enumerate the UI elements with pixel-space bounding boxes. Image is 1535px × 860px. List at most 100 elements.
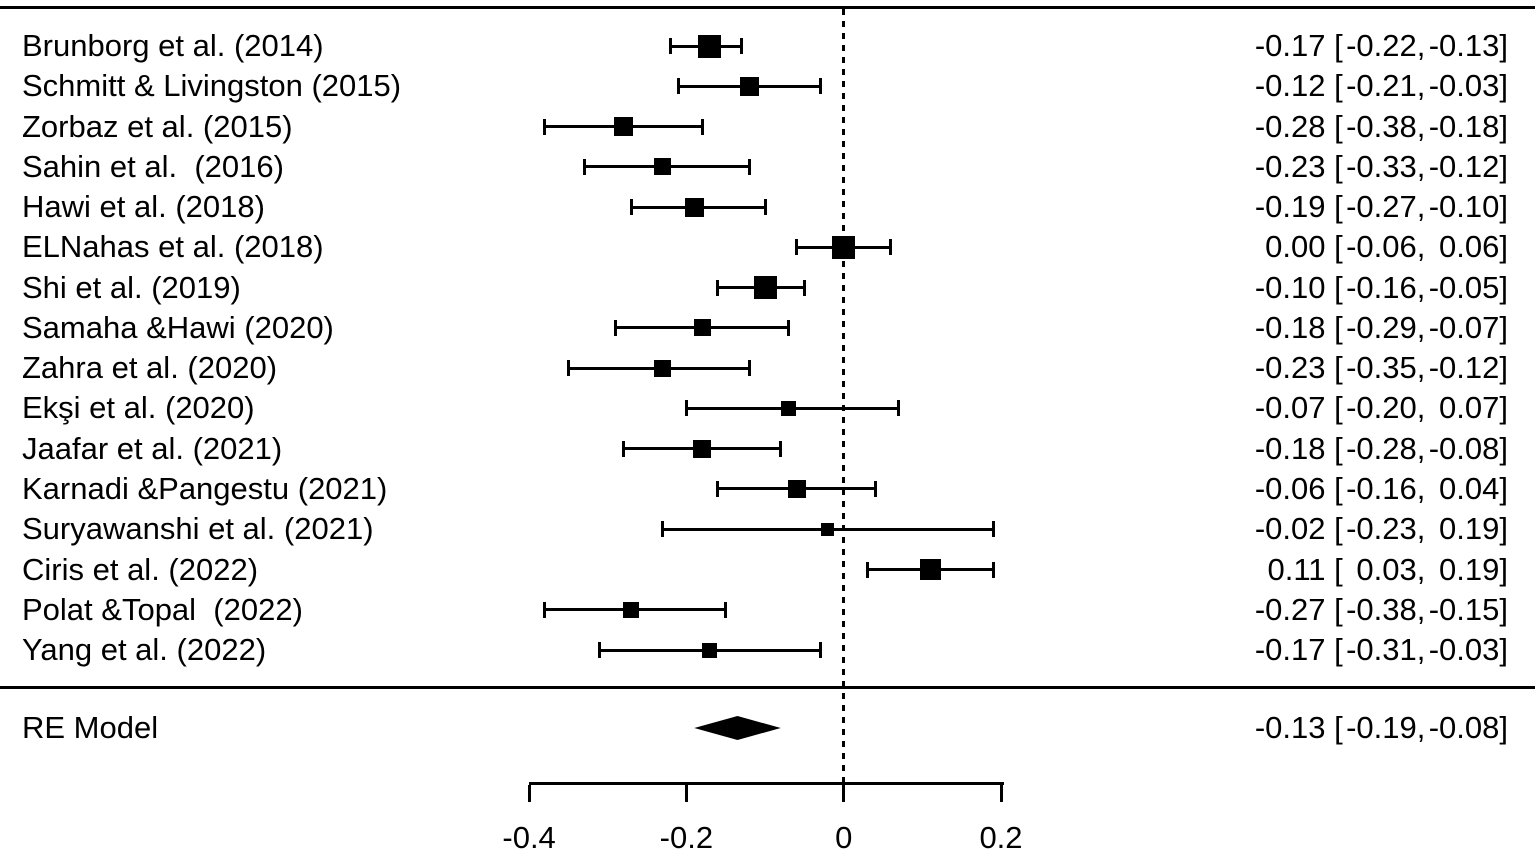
comma-separator: , [1416, 309, 1426, 345]
bracket-close: ] [1499, 108, 1508, 144]
study-label: Suryawanshi et al. (2021) [22, 511, 374, 547]
ci-cap-right [802, 279, 806, 296]
study-value: -0.10 [-0.16, -0.05] [1252, 269, 1508, 305]
effect-estimate: -0.17 [1254, 632, 1326, 667]
comma-separator: , [1416, 470, 1426, 506]
bracket-open: [ [1325, 269, 1343, 305]
ci-cap-right [818, 642, 822, 659]
ci-lower: -0.29 [1346, 309, 1417, 345]
study-label: Zahra et al. (2020) [22, 350, 278, 386]
effect-square [684, 197, 704, 217]
ci-cap-left [621, 440, 625, 457]
effect-estimate: -0.19 [1254, 189, 1326, 225]
ci-cap-left [716, 279, 720, 296]
bracket-close: ] [1499, 27, 1508, 63]
effect-estimate: -0.23 [1254, 350, 1326, 386]
ci-cap-left [629, 199, 633, 216]
ci-lower: -0.23 [1346, 511, 1417, 547]
bracket-close: ] [1499, 551, 1508, 587]
study-value: -0.23 [-0.35, -0.12] [1252, 351, 1508, 385]
ci-cap-right [787, 319, 791, 336]
ci-cap-left [677, 78, 681, 95]
bracket-open: [ [1325, 551, 1343, 587]
bracket-open: [ [1325, 430, 1343, 466]
ci-lower: 0.03 [1356, 551, 1417, 587]
ci-upper: -0.13 [1428, 27, 1500, 63]
summary-value: -0.13 [-0.19, -0.08] [1252, 709, 1508, 745]
study-label: Yang et al. (2022) [22, 632, 267, 667]
ci-cap-right [763, 199, 767, 216]
bracket-close: ] [1499, 470, 1508, 506]
ci-lower: -0.38 [1346, 108, 1417, 144]
study-value: 0.00 [-0.06, 0.06] [1252, 230, 1508, 264]
bracket-open: [ [1325, 68, 1343, 104]
ci-upper: -0.08 [1428, 430, 1500, 466]
bracket-open: [ [1325, 709, 1343, 745]
comma-separator: , [1416, 189, 1426, 225]
study-value: -0.12 [-0.21, -0.03] [1252, 69, 1508, 103]
effect-square [781, 400, 797, 416]
bracket-open: [ [1325, 189, 1343, 225]
ci-upper: 0.07 [1439, 390, 1500, 426]
bracket-close: ] [1499, 390, 1508, 426]
study-value: -0.27 [-0.38, -0.15] [1252, 591, 1508, 627]
ci-cap-left [661, 521, 665, 538]
study-label: Karnadi &Pangestu (2021) [22, 470, 388, 506]
bracket-close: ] [1499, 709, 1508, 745]
ci-cap-left [543, 118, 547, 135]
study-value: -0.17 [-0.31, -0.03] [1252, 632, 1508, 667]
ci-lower: -0.28 [1346, 430, 1417, 466]
ci-cap-left [865, 561, 869, 578]
study-value: -0.18 [-0.28, -0.08] [1252, 430, 1508, 466]
effect-square [787, 479, 806, 498]
ci-lower: -0.16 [1346, 269, 1417, 305]
effect-square [753, 276, 777, 300]
bracket-close: ] [1499, 269, 1508, 305]
ci-upper: -0.03 [1428, 68, 1500, 104]
ci-lower: -0.38 [1346, 591, 1417, 627]
ci-cap-right [889, 239, 893, 256]
effect-estimate: 0.00 [1265, 229, 1326, 265]
study-value: -0.17 [-0.22, -0.13] [1252, 27, 1508, 63]
ci-cap-left [582, 158, 586, 175]
study-value: -0.02 [-0.23, 0.19] [1252, 512, 1508, 546]
ci-lower: -0.20 [1346, 390, 1417, 426]
zero-reference-line [842, 9, 846, 782]
x-tick-label: 0 [835, 820, 853, 855]
ci-cap-left [614, 319, 618, 336]
comma-separator: , [1416, 511, 1426, 547]
study-value: -0.19 [-0.27, -0.10] [1252, 189, 1508, 225]
ci-cap-right [818, 78, 822, 95]
study-label: Ciris et al. (2022) [22, 551, 259, 587]
comma-separator: , [1416, 148, 1426, 184]
study-value: -0.07 [-0.20, 0.07] [1252, 391, 1508, 425]
ci-lower: -0.33 [1346, 148, 1417, 184]
x-tick-label: 0.2 [979, 820, 1023, 855]
study-value: 0.11 [0.03, 0.19] [1252, 552, 1508, 586]
effect-square [698, 34, 722, 58]
bracket-open: [ [1325, 470, 1343, 506]
effect-estimate: -0.07 [1254, 390, 1326, 426]
effect-estimate: -0.28 [1254, 108, 1326, 144]
study-label: Ekşi et al. (2020) [22, 390, 255, 426]
ci-cap-right [724, 601, 728, 618]
effect-square [702, 642, 718, 658]
comma-separator: , [1416, 269, 1426, 305]
ci-lower: -0.21 [1346, 68, 1417, 104]
study-label: Schmitt & Livingston (2015) [22, 68, 402, 104]
bracket-close: ] [1499, 632, 1508, 667]
study-label: ELNahas et al. (2018) [22, 229, 324, 265]
effect-square [623, 601, 640, 618]
comma-separator: , [1416, 68, 1426, 104]
effect-square [919, 559, 941, 580]
study-label: Samaha &Hawi (2020) [22, 309, 334, 345]
study-label: Polat &Topal (2022) [22, 591, 303, 627]
bracket-close: ] [1499, 189, 1508, 225]
study-label: Shi et al. (2019) [22, 269, 241, 305]
comma-separator: , [1416, 551, 1426, 587]
ci-cap-right [991, 521, 995, 538]
effect-estimate: -0.10 [1254, 269, 1326, 305]
ci-lower: -0.27 [1346, 189, 1417, 225]
effect-estimate: -0.27 [1254, 591, 1326, 627]
ci-upper: -0.12 [1428, 350, 1500, 386]
